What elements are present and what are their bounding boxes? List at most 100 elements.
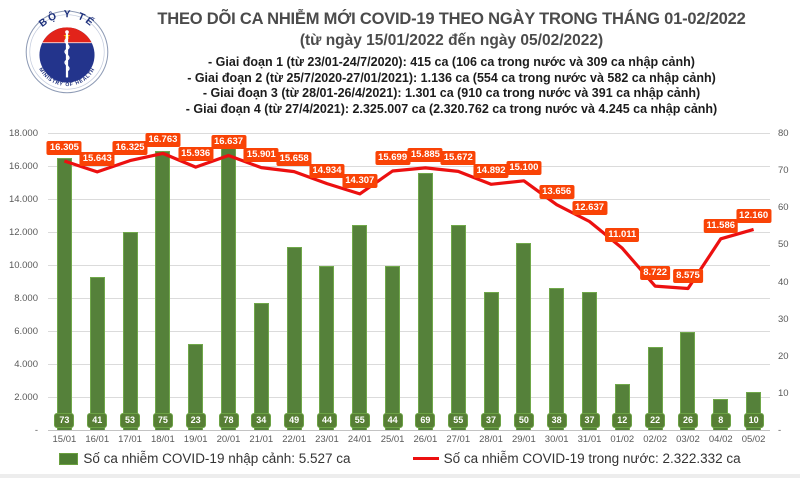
- x-axis-date-label: 23/01: [315, 434, 339, 445]
- line-value-label: 15.658: [276, 151, 312, 166]
- line-value-label: 15.643: [79, 151, 115, 166]
- line-value-label: 12.160: [736, 209, 772, 224]
- left-axis-tick-label: 18.000: [8, 128, 38, 139]
- line-value-label: 8.575: [673, 268, 703, 283]
- right-axis-tick-label: 60: [778, 202, 789, 214]
- left-axis: 18.000 16.000 14.000 12.000 10.000 8.000 6.000…: [0, 128, 42, 436]
- x-axis-date-label: 01/02: [610, 434, 635, 445]
- left-axis-tick-label: 12.000: [8, 227, 38, 238]
- left-axis-tick-label: 10.000: [8, 260, 38, 271]
- x-axis-date-label: 20/01: [216, 434, 241, 445]
- logo-snake-icon: [64, 38, 70, 72]
- line-value-label: 14.892: [473, 164, 509, 179]
- phase-summary-list: - Giai đoạn 1 (từ 23/01-24/7/2020): 415 …: [115, 55, 788, 117]
- line-value-label: 16.305: [46, 140, 82, 155]
- x-axis-date-label: 29/01: [511, 434, 536, 445]
- bar-value-label: 78: [218, 413, 239, 428]
- x-axis-date-label: 05/02: [741, 434, 766, 445]
- gridline: [48, 331, 770, 332]
- bar-value-label: 34: [251, 413, 272, 428]
- line-value-label: 11.011: [605, 228, 640, 243]
- bar-value-label: 44: [316, 413, 337, 428]
- right-axis-tick-label: 20: [778, 350, 789, 362]
- x-axis-baseline: [48, 430, 770, 431]
- bar-value-label: 75: [152, 413, 173, 428]
- bar-value-label: 55: [349, 413, 370, 428]
- x-axis-date-label: 17/01: [118, 434, 142, 445]
- image-bottom-edge: [0, 474, 800, 478]
- right-axis-tick-label: 40: [778, 276, 789, 288]
- page-title: THEO DÕI CA NHIỄM MỚI COVID-19 THEO NGÀY…: [157, 10, 746, 28]
- domestic-line-swatch-icon: [412, 457, 439, 460]
- left-axis-tick-label: 2.000: [14, 392, 38, 403]
- bar-value-label: 69: [415, 413, 436, 428]
- bar-imported-cases: [253, 302, 269, 430]
- phase-1-summary: - Giai đoạn 1 (từ 23/01-24/7/2020): 415 …: [208, 55, 695, 69]
- x-axis-date-label: 24/01: [347, 434, 372, 445]
- left-axis-tick-label: 4.000: [14, 359, 38, 370]
- bar-imported-cases: [89, 276, 105, 430]
- right-axis-tick-label: 10: [778, 387, 789, 399]
- bar-value-label: 38: [546, 413, 567, 428]
- x-axis-date-label: 22/01: [282, 434, 307, 445]
- line-value-label: 14.934: [309, 163, 345, 178]
- logo-inner-ring: [29, 14, 105, 90]
- bar-imported-cases: [56, 158, 72, 430]
- x-axis-date-label: 04/02: [708, 434, 733, 445]
- line-value-label: 15.901: [243, 147, 279, 162]
- chart-header: THEO DÕI CA NHIỄM MỚI COVID-19 THEO NGÀY…: [115, 10, 788, 117]
- bar-imported-cases: [483, 291, 499, 430]
- line-value-label: 15.672: [440, 151, 476, 166]
- bar-value-label: 8: [710, 413, 731, 428]
- line-value-label: 15.936: [178, 147, 214, 162]
- left-axis-tick-label: 6.000: [14, 326, 38, 337]
- line-value-label: 14.307: [342, 173, 378, 188]
- x-axis-date-label: 31/01: [577, 434, 602, 445]
- x-axis-date-label: 28/01: [479, 434, 503, 445]
- bar-imported-cases: [188, 343, 204, 430]
- left-axis-tick-label: -: [34, 425, 38, 436]
- right-axis: 80 70 60 50 40 30 20 10 -: [776, 128, 800, 436]
- chart-legend: Số ca nhiễm COVID-19 nhập cảnh: 5.527 ca…: [0, 451, 800, 466]
- bar-imported-cases: [352, 224, 368, 430]
- line-value-label: 11.586: [703, 218, 739, 233]
- bar-value-label: 26: [677, 413, 698, 428]
- line-value-label: 8.722: [640, 266, 671, 281]
- left-axis-tick-label: 14.000: [8, 194, 38, 205]
- legend-item-imported: Số ca nhiễm COVID-19 nhập cảnh: 5.527 ca: [59, 451, 351, 466]
- line-value-label: 16.763: [145, 133, 181, 148]
- bar-imported-cases: [286, 247, 302, 430]
- domestic-cases-line: [63, 151, 755, 291]
- bar-value-label: 73: [54, 413, 75, 428]
- left-axis-tick-label: 8.000: [14, 293, 38, 304]
- imported-bar-swatch-icon: [59, 452, 79, 465]
- bar-value-label: 37: [481, 413, 502, 428]
- page-subtitle: (từ ngày 15/01/2022 đến ngày 05/02/2022): [299, 32, 604, 49]
- bar-imported-cases: [417, 172, 433, 430]
- bar-imported-cases: [549, 287, 565, 430]
- bar-value-label: 37: [579, 413, 600, 428]
- bar-value-label: 50: [513, 413, 534, 428]
- x-axis-date-label: 26/01: [413, 434, 438, 445]
- x-axis-date-label: 25/01: [380, 434, 405, 445]
- gridline: [48, 364, 770, 365]
- x-axis-date-label: 18/01: [150, 434, 175, 445]
- line-value-label: 15.885: [407, 147, 443, 162]
- bar-imported-cases: [155, 150, 171, 430]
- bar-imported-cases: [680, 332, 696, 430]
- gridline: [48, 199, 770, 200]
- x-axis-date-label: 30/01: [544, 434, 569, 445]
- bar-value-label: 53: [120, 413, 141, 428]
- left-axis-tick-label: 16.000: [8, 161, 38, 172]
- right-axis-tick-label: 30: [778, 313, 789, 325]
- line-value-label: 13.656: [539, 184, 575, 199]
- phase-2-summary: - Giai đoạn 2 (từ 25/7/2020-27/01/2021):…: [187, 70, 716, 85]
- bar-imported-cases: [450, 224, 466, 430]
- bar-value-label: 22: [645, 413, 666, 428]
- line-value-label: 12.637: [571, 201, 608, 216]
- x-axis-date-label: 19/01: [183, 434, 208, 445]
- phase-3-summary: - Giai đoạn 3 (từ 28/01-26/4/2021): 1.30…: [202, 86, 701, 100]
- gridline: [48, 232, 770, 233]
- line-value-label: 16.325: [112, 140, 148, 155]
